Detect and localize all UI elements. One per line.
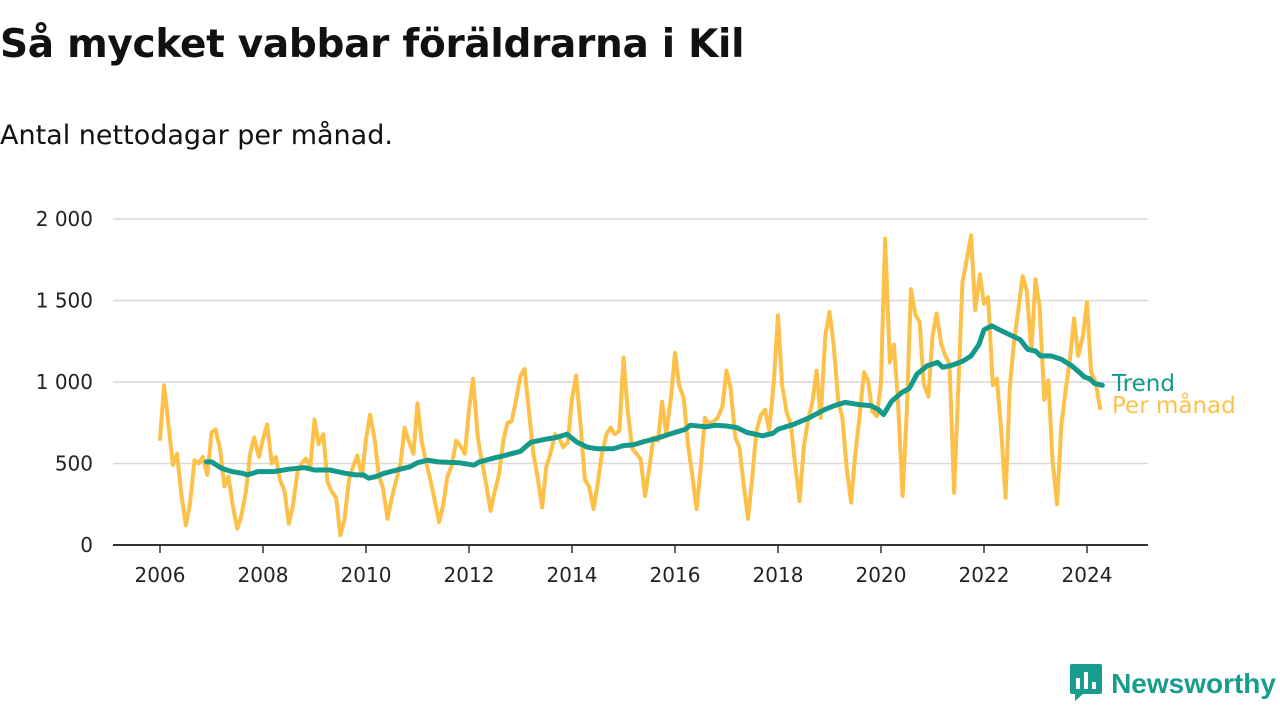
newsworthy-logo-icon bbox=[1069, 662, 1103, 706]
y-tick-label: 2 000 bbox=[36, 207, 93, 231]
x-tick-label: 2018 bbox=[753, 563, 804, 587]
x-tick-label: 2010 bbox=[341, 563, 392, 587]
y-tick-label: 0 bbox=[80, 533, 93, 557]
series-label-per-manad: Per månad bbox=[1112, 391, 1236, 419]
x-tick-label: 2012 bbox=[444, 563, 495, 587]
chart-subtitle: Antal nettodagar per månad. bbox=[0, 120, 393, 151]
chart-title: Så mycket vabbar föräldrarna i Kil bbox=[0, 22, 745, 67]
series-line-per-manad bbox=[158, 233, 1102, 538]
series-label-trend: Trend bbox=[1111, 371, 1175, 397]
y-tick-label: 1 000 bbox=[36, 370, 93, 394]
x-tick-label: 2024 bbox=[1062, 563, 1113, 587]
y-tick-label: 500 bbox=[55, 452, 93, 476]
series-line-trend bbox=[203, 323, 1105, 481]
x-tick-label: 2022 bbox=[959, 563, 1010, 587]
x-tick-label: 2016 bbox=[650, 563, 701, 587]
x-tick-label: 2020 bbox=[856, 563, 907, 587]
brand-name: Newsworthy bbox=[1111, 668, 1276, 699]
x-tick-label: 2014 bbox=[547, 563, 598, 587]
x-tick-label: 2006 bbox=[135, 563, 186, 587]
y-tick-label: 1 500 bbox=[36, 289, 93, 313]
brand: Newsworthy bbox=[1069, 664, 1276, 704]
y-axis-tick-labels: 0 500 1 000 1 500 2 000 bbox=[36, 207, 93, 557]
series-lines bbox=[158, 233, 1105, 538]
x-tick-label: 2008 bbox=[238, 563, 289, 587]
x-axis: 2006 2008 2010 2012 2014 2016 2018 2020 2022 2024 bbox=[113, 544, 1148, 587]
